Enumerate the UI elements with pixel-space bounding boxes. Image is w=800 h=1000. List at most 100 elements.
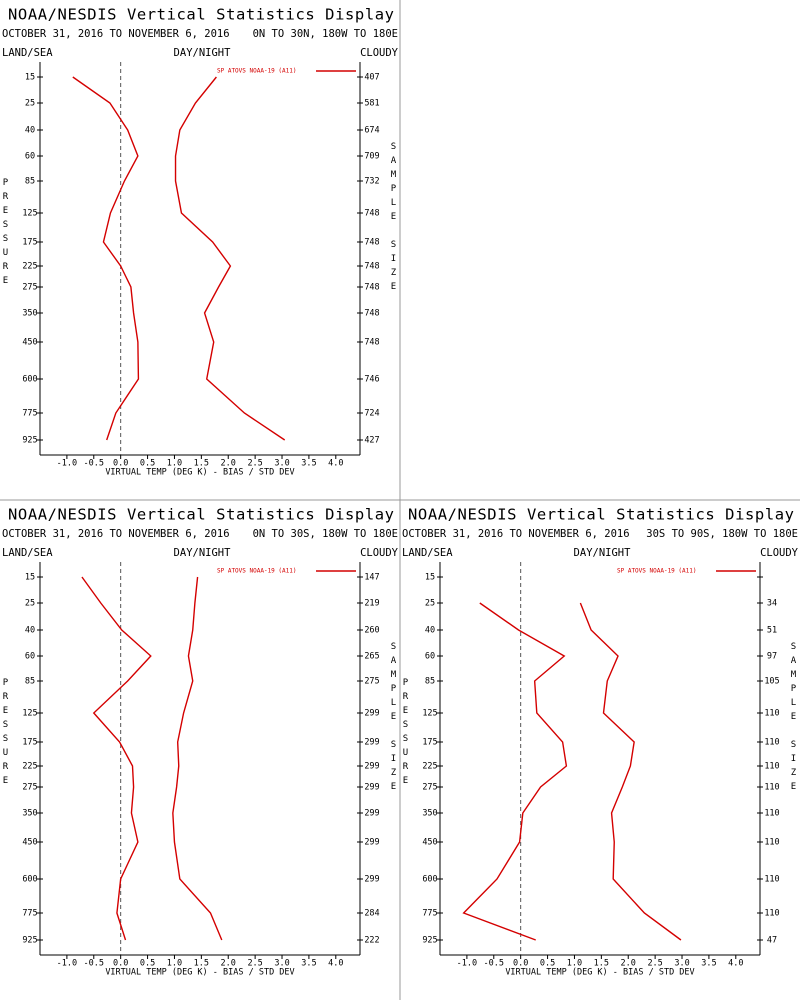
y-tick-label: 275	[22, 283, 37, 293]
y-tick-label: 350	[422, 809, 437, 819]
sample-size: 110	[764, 838, 779, 848]
sample-size: 110	[764, 909, 779, 919]
bias-line	[72, 76, 140, 441]
y-tick-label: 125	[22, 209, 37, 219]
x-tick-label: -0.5	[84, 959, 104, 969]
sample-size: 110	[764, 709, 779, 719]
sample-size: 732	[364, 177, 379, 187]
date-range: OCTOBER 31, 2016 TO NOVEMBER 6, 2016	[2, 528, 230, 540]
sample-size: 110	[764, 762, 779, 772]
y-tick-label: 450	[22, 838, 37, 848]
y-tick-label: 125	[422, 709, 437, 719]
sample-size: 219	[364, 599, 379, 609]
legend-label: SP ATOVS NOAA-19 (A11)	[617, 568, 696, 575]
x-tick-label: 4.0	[328, 459, 343, 469]
x-tick-label: 1.5	[194, 459, 209, 469]
land-sea: LAND/SEA	[402, 547, 453, 559]
y-tick-label: 225	[422, 762, 437, 772]
y-axis-label: PRESSURE	[401, 678, 411, 790]
panel-title: NOAA/NESDIS Vertical Statistics Display	[8, 506, 394, 524]
y-tick-label: 15	[25, 573, 35, 583]
y-tick-label: 175	[422, 738, 437, 748]
sample-size: 581	[364, 99, 379, 109]
x-tick-label: 4.0	[328, 959, 343, 969]
day-night: DAY/NIGHT	[174, 547, 232, 559]
x-tick-label: -0.5	[484, 959, 504, 969]
x-tick-label: 3.5	[301, 459, 316, 469]
sample-size: 51	[767, 626, 777, 636]
panel: NOAA/NESDIS Vertical Statistics Display O…	[1, 6, 399, 478]
y-tick-label: 275	[422, 783, 437, 793]
x-tick-label: 0.5	[140, 459, 155, 469]
y-tick-label: 85	[425, 677, 435, 687]
date-range: OCTOBER 31, 2016 TO NOVEMBER 6, 2016	[2, 28, 230, 40]
y-tick-label: 60	[25, 152, 35, 162]
x-tick-label: 4.0	[728, 959, 743, 969]
sample-size: 105	[764, 677, 779, 687]
x-axis-label: VIRTUAL TEMP (DEG K) - BIAS / STD DEV	[105, 468, 294, 478]
x-tick-label: 1.0	[167, 959, 182, 969]
y-tick-label: 25	[25, 99, 35, 109]
y-tick-label: 600	[22, 875, 37, 885]
y-tick-label: 15	[25, 73, 35, 83]
y-tick-label: 175	[22, 738, 37, 748]
sample-size: 299	[364, 738, 379, 748]
y2-axis-label: SAMPLE SIZE	[389, 142, 399, 296]
x-tick-label: 3.0	[274, 959, 289, 969]
y-tick-label: 25	[425, 599, 435, 609]
x-tick-label: 2.5	[647, 959, 662, 969]
sample-size: 222	[364, 936, 379, 946]
sample-size: 748	[364, 309, 379, 319]
x-tick-label: 1.0	[567, 959, 582, 969]
sample-size: 97	[767, 652, 777, 662]
region: 0N TO 30N, 180W TO 180E	[253, 28, 398, 40]
y-tick-label: 25	[25, 599, 35, 609]
sample-size: 299	[364, 809, 379, 819]
day-night: DAY/NIGHT	[174, 47, 232, 59]
std-dev-line	[174, 76, 286, 441]
sample-size: 407	[364, 73, 379, 83]
sample-size: 299	[364, 838, 379, 848]
x-tick-label: 0.5	[140, 959, 155, 969]
y-tick-label: 40	[25, 626, 35, 636]
y-tick-label: 925	[22, 936, 37, 946]
y-tick-label: 60	[25, 652, 35, 662]
day-night: DAY/NIGHT	[574, 547, 632, 559]
y-tick-label: 775	[422, 909, 437, 919]
x-tick-label: 3.5	[301, 959, 316, 969]
std-dev-line	[579, 602, 682, 941]
y-axis-label: PRESSURE	[1, 178, 11, 290]
y-tick-label: 60	[425, 652, 435, 662]
x-tick-label: 2.0	[221, 459, 236, 469]
sample-size: 748	[364, 238, 379, 248]
sample-size: 110	[764, 875, 779, 885]
y-tick-label: 85	[25, 677, 35, 687]
y-tick-label: 85	[25, 177, 35, 187]
y-tick-label: 925	[422, 936, 437, 946]
sample-size: 748	[364, 283, 379, 293]
y-tick-label: 40	[425, 626, 435, 636]
std-dev-line	[172, 576, 223, 941]
y-tick-label: 125	[22, 709, 37, 719]
y-axis-label: PRESSURE	[1, 678, 11, 790]
region: 0N TO 30S, 180W TO 180E	[253, 528, 398, 540]
x-tick-label: 3.0	[274, 459, 289, 469]
x-tick-label: 2.0	[221, 959, 236, 969]
y-tick-label: 15	[425, 573, 435, 583]
sample-size: 748	[364, 262, 379, 272]
x-tick-label: -1.0	[457, 959, 477, 969]
y-tick-label: 450	[422, 838, 437, 848]
y-tick-label: 275	[22, 783, 37, 793]
land-sea: LAND/SEA	[2, 547, 53, 559]
sample-size: 299	[364, 875, 379, 885]
x-tick-label: 0.0	[113, 459, 128, 469]
y-tick-label: 600	[422, 875, 437, 885]
x-tick-label: 1.0	[167, 459, 182, 469]
sample-size: 299	[364, 709, 379, 719]
panel: NOAA/NESDIS Vertical Statistics Display O…	[401, 506, 799, 978]
y-tick-label: 925	[22, 436, 37, 446]
sample-size: 748	[364, 338, 379, 348]
x-tick-label: 0.0	[113, 959, 128, 969]
x-tick-label: 2.0	[621, 959, 636, 969]
